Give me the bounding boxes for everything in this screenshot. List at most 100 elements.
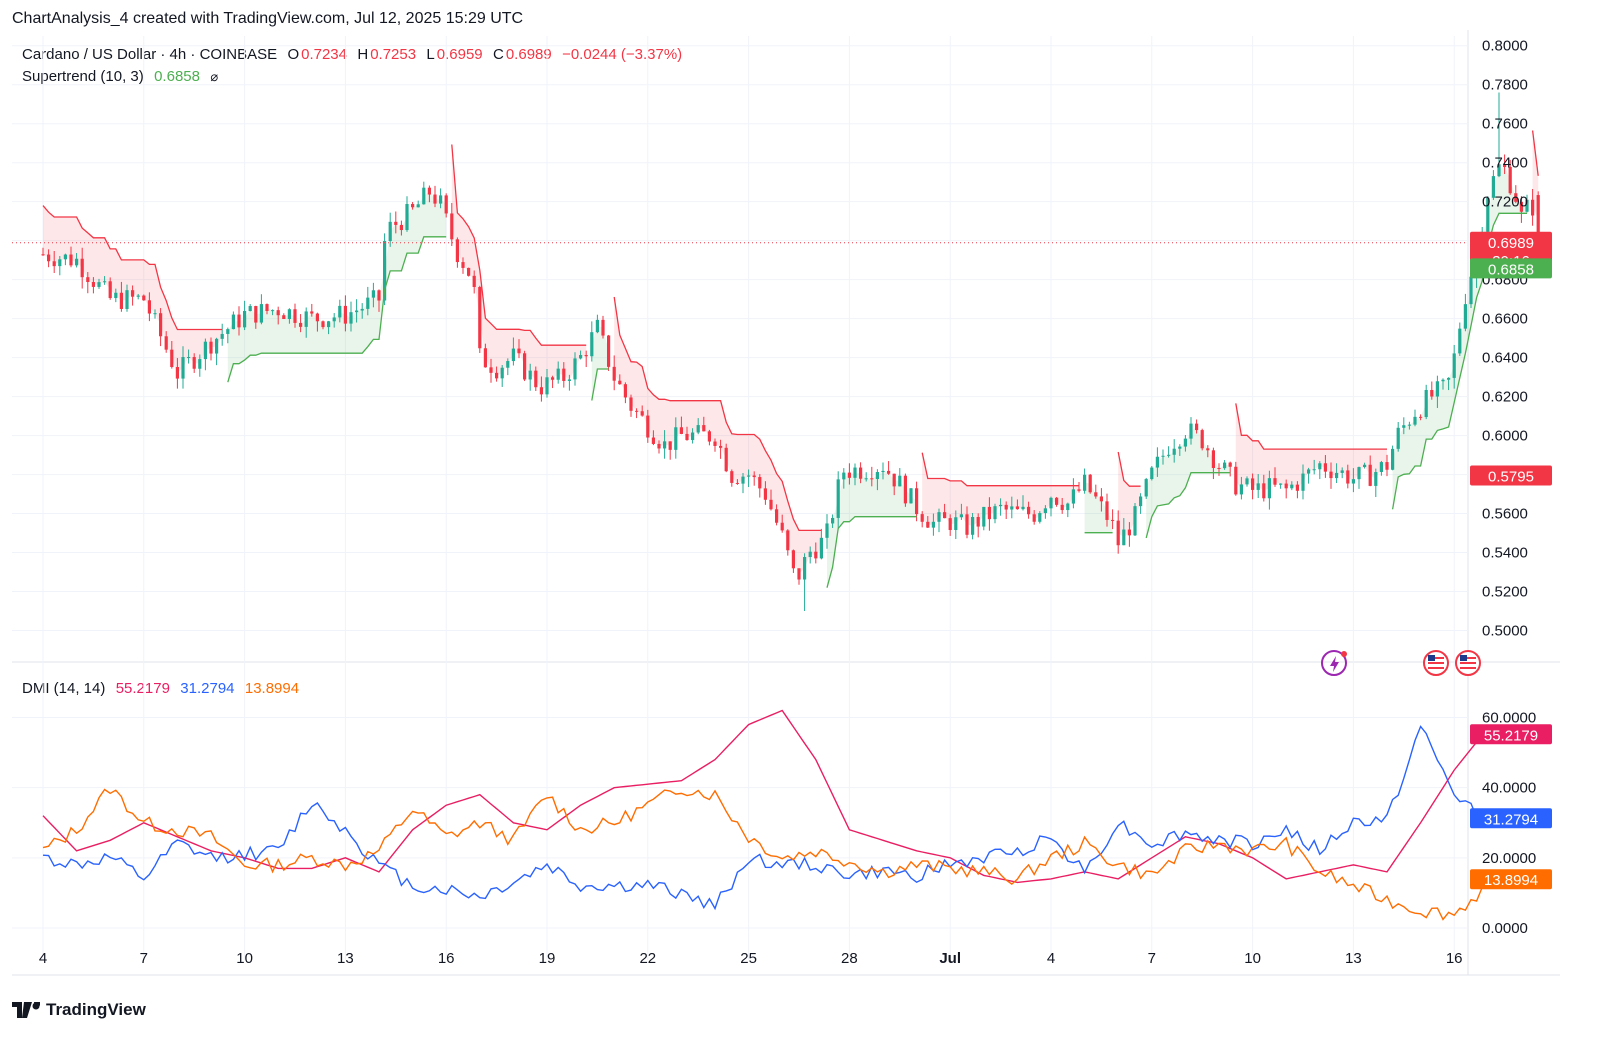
- supertrend-legend[interactable]: Supertrend (10, 3) 0.6858 ⌀: [22, 68, 220, 85]
- candle-body: [495, 372, 499, 379]
- candle-body: [1357, 467, 1361, 480]
- candle-body: [1161, 455, 1165, 457]
- price-tick-label: 0.6400: [1482, 350, 1528, 367]
- candle-body: [1307, 469, 1311, 474]
- supertrend-badge-bg: [1470, 258, 1552, 279]
- candle-body: [836, 479, 840, 518]
- candle-body: [674, 427, 678, 450]
- candle-body: [1245, 478, 1249, 485]
- candle-body: [1329, 471, 1333, 479]
- candle-body: [1116, 520, 1120, 546]
- candle-body: [523, 353, 527, 380]
- adx-badge-bg: [1470, 724, 1552, 745]
- candle-body: [1391, 448, 1395, 470]
- candle-body: [97, 282, 101, 287]
- plus-di-badge: 31.2794: [1470, 808, 1552, 829]
- candle-body: [1004, 504, 1008, 510]
- minus-di-badge-bg: [1470, 869, 1552, 890]
- candle-body: [181, 357, 185, 379]
- symbol-name[interactable]: Cardano / US Dollar · 4h · COINBASE: [22, 46, 278, 63]
- supertrend-up-line: [1145, 472, 1231, 539]
- candle-body: [864, 478, 868, 480]
- eye-off-icon[interactable]: ⌀: [210, 69, 219, 84]
- candle-body: [299, 322, 303, 327]
- candle-body: [612, 366, 616, 381]
- candle-body: [388, 221, 392, 242]
- us-flag-icon-2[interactable]: [1455, 650, 1481, 676]
- candle-body: [651, 437, 655, 444]
- candle-body: [1133, 506, 1137, 536]
- candle-body: [1402, 425, 1406, 428]
- candle-body: [1066, 503, 1070, 511]
- candle-body: [1531, 199, 1535, 216]
- candle-body: [467, 267, 471, 276]
- candle-body: [1491, 176, 1495, 198]
- candle-body: [1021, 506, 1025, 510]
- candle-body: [164, 336, 168, 350]
- candle-body: [1295, 484, 1299, 491]
- candle-body: [1486, 197, 1490, 232]
- candle-body: [601, 319, 605, 336]
- candle-body: [511, 348, 515, 362]
- price-tick-label: 0.8000: [1482, 38, 1528, 55]
- candle-body: [1497, 164, 1501, 177]
- candle-body: [399, 224, 403, 231]
- candle-body: [321, 321, 325, 328]
- candle-body: [1239, 484, 1243, 495]
- candle-body: [1027, 506, 1031, 515]
- candle-body: [1284, 483, 1288, 489]
- plus-di-badge-bg: [1470, 808, 1552, 829]
- chart-header: ChartAnalysis_4 created with TradingView…: [12, 10, 524, 27]
- tradingview-logo-text: TradingView: [46, 1000, 146, 1019]
- supertrend-badge: 0.6858: [1470, 258, 1552, 279]
- candle-body: [304, 311, 308, 327]
- candle-body: [707, 431, 711, 442]
- candle-body: [1251, 478, 1255, 490]
- candle-body: [1049, 497, 1053, 509]
- candle-body: [1374, 472, 1378, 486]
- candle-body: [366, 297, 370, 309]
- candle-body: [1228, 462, 1232, 467]
- supertrend-up-fill: [1084, 482, 1113, 533]
- alert-icon[interactable]: [1321, 650, 1347, 676]
- supertrend-down-line: [1117, 451, 1141, 487]
- us-flag-icon[interactable]: [1423, 650, 1449, 676]
- candle-body: [920, 514, 924, 522]
- supertrend-down-fill: [1235, 403, 1387, 491]
- level-badge-text: 0.5795: [1488, 469, 1534, 486]
- candle-body: [819, 537, 823, 559]
- candle-body: [237, 314, 241, 328]
- candle-body: [859, 467, 863, 479]
- supertrend-down-line: [921, 452, 1079, 487]
- price-tick-label: 0.5600: [1482, 506, 1528, 523]
- candle-body: [1223, 462, 1227, 469]
- time-tick-label: 25: [740, 950, 757, 967]
- time-tick-label: 7: [1148, 950, 1156, 967]
- dmi-legend[interactable]: DMI (14, 14) 55.2179 31.2794 13.8994: [22, 680, 301, 697]
- candle-body: [1508, 167, 1512, 194]
- candle-body: [1396, 427, 1400, 449]
- supertrend-up-fill: [1146, 426, 1231, 538]
- candle-body: [685, 433, 689, 441]
- candle-body: [47, 254, 51, 262]
- candle-body: [747, 475, 751, 477]
- candle-body: [1144, 479, 1148, 497]
- candle-body: [1447, 377, 1451, 380]
- price-tick-label: 0.5200: [1482, 584, 1528, 601]
- price-tick-label: 0.5400: [1482, 545, 1528, 562]
- candle-body: [769, 499, 773, 510]
- candle-body: [108, 281, 112, 299]
- candle-body: [1441, 379, 1445, 382]
- candle-body: [1150, 467, 1154, 480]
- tradingview-logo-icon: [12, 1002, 40, 1018]
- candle-body: [226, 329, 230, 334]
- candle-body: [847, 472, 851, 478]
- plus-di-badge-text: 31.2794: [1484, 811, 1538, 828]
- candle-body: [1010, 506, 1014, 510]
- candle-body: [360, 308, 364, 311]
- price-tick-label: 0.6600: [1482, 311, 1528, 328]
- tradingview-logo[interactable]: TradingView: [12, 1000, 146, 1020]
- candle-body: [159, 313, 163, 337]
- candle-body: [786, 530, 790, 551]
